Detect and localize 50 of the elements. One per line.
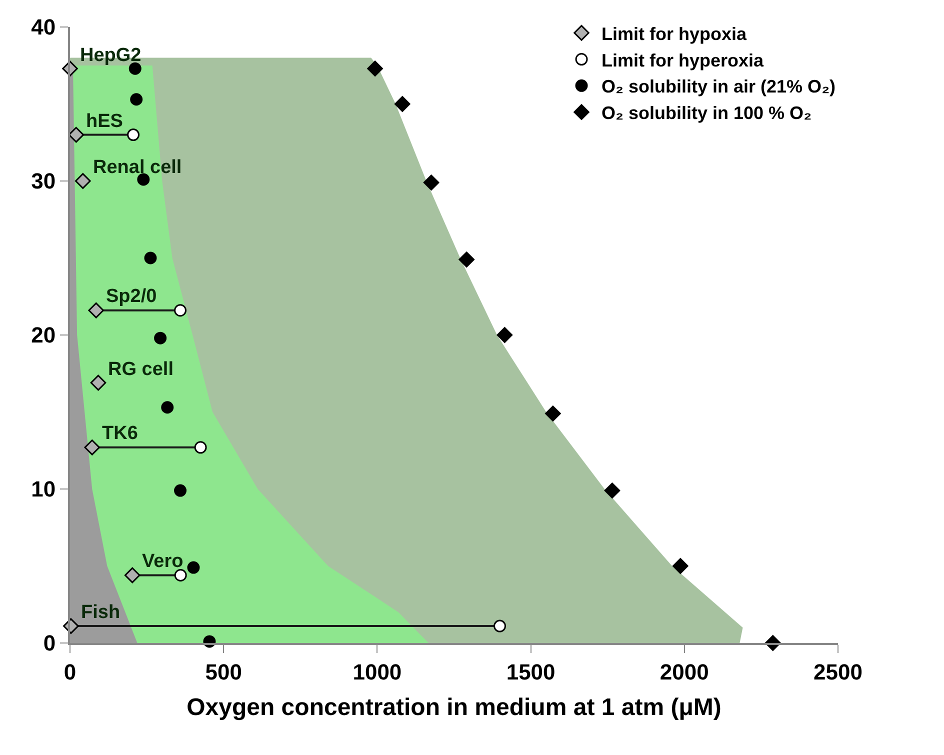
- y-tick-label: 0: [43, 630, 56, 656]
- point: [174, 304, 187, 317]
- legend-label: Limit for hyperoxia: [602, 50, 765, 70]
- point: [494, 620, 506, 632]
- point: [144, 252, 157, 264]
- point: [423, 174, 440, 190]
- annotation: Vero: [142, 551, 184, 572]
- x-tick-label: 2000: [660, 659, 709, 684]
- legend-label: O₂ solubility in air (21% O₂): [602, 76, 836, 97]
- point: [367, 60, 383, 76]
- legend-label: Limit for hypoxia: [602, 24, 748, 44]
- point: [174, 568, 187, 582]
- point: [90, 374, 106, 391]
- annotation: TK6: [102, 423, 138, 444]
- point: [154, 332, 167, 344]
- point: [130, 93, 143, 106]
- annotation: hES: [86, 111, 123, 132]
- x-tick-label: 0: [64, 659, 76, 684]
- point: [84, 440, 100, 456]
- point: [187, 561, 200, 574]
- point: [137, 173, 150, 186]
- point: [88, 302, 104, 318]
- x-tick-label: 500: [205, 659, 242, 684]
- point: [672, 558, 688, 574]
- y-tick-label: 40: [31, 14, 56, 40]
- y-tick-label: 30: [31, 168, 56, 194]
- point: [545, 406, 561, 422]
- point: [127, 128, 140, 142]
- annotation: HepG2: [80, 45, 142, 66]
- y-tick-label: 10: [31, 476, 56, 502]
- point: [174, 484, 187, 497]
- annotation: Fish: [81, 602, 120, 623]
- point: [161, 401, 174, 414]
- point: [75, 173, 91, 189]
- point: [124, 567, 140, 584]
- x-tick-label: 1000: [352, 659, 402, 684]
- point: [604, 482, 620, 498]
- point: [458, 252, 474, 268]
- y-tick-label: 20: [31, 322, 56, 348]
- x-tick-label: 2500: [814, 659, 862, 684]
- point: [194, 441, 207, 454]
- point: [68, 126, 84, 143]
- point: [496, 327, 513, 343]
- annotation: RG cell: [108, 359, 174, 380]
- annotation: Sp2/0: [106, 286, 157, 307]
- legend-label: O₂ solubility in 100 % O₂: [602, 103, 812, 124]
- point: [394, 96, 410, 112]
- x-tick-label: 1500: [506, 659, 556, 684]
- x-axis-title: Oxygen concentration in medium at 1 atm (μM): [186, 694, 722, 722]
- annotation: Renal cell: [93, 157, 182, 178]
